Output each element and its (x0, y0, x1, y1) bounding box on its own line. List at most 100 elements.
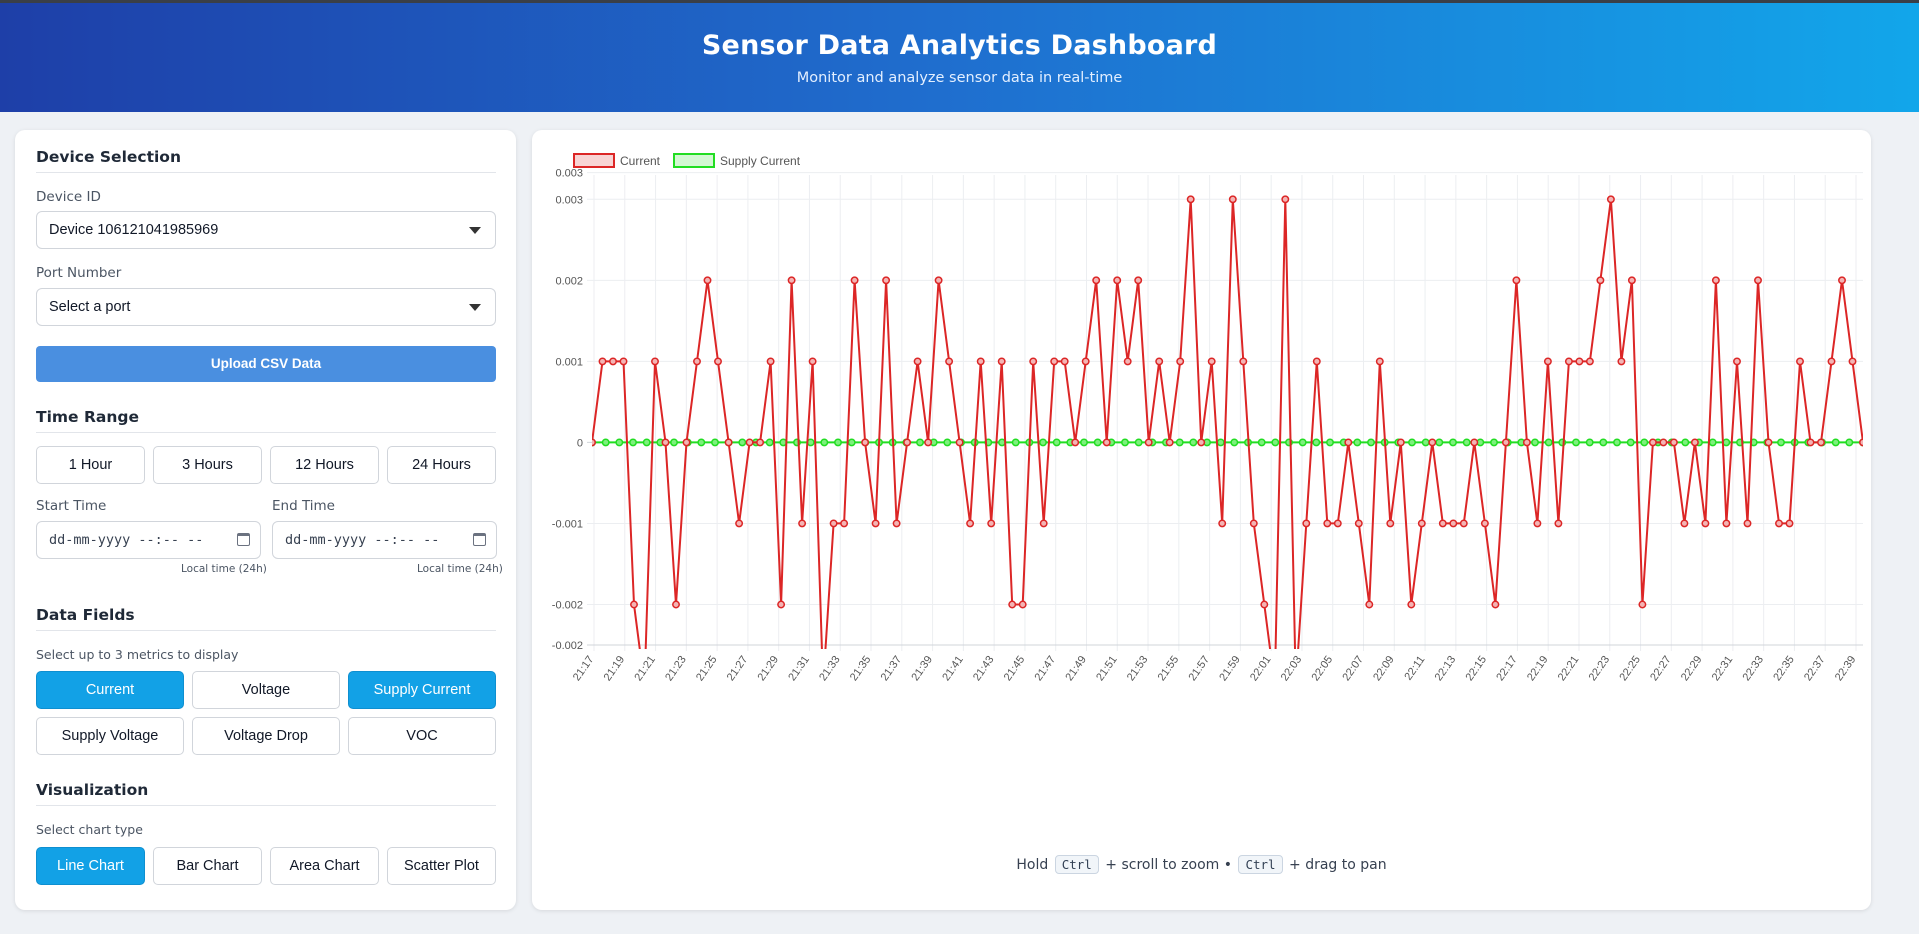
supply-current-point[interactable] (1421, 438, 1430, 447)
supply-current-point[interactable] (1175, 438, 1184, 447)
current-point[interactable] (1533, 519, 1542, 528)
current-point[interactable] (1606, 195, 1615, 204)
supply-current-point[interactable] (1531, 438, 1539, 447)
supply-current-point[interactable] (629, 438, 637, 447)
supply-current-point[interactable] (1080, 438, 1088, 447)
current-point[interactable] (1690, 438, 1699, 447)
current-point[interactable] (1617, 357, 1626, 366)
supply-current-point[interactable] (1708, 438, 1717, 447)
current-point[interactable] (693, 357, 701, 366)
current-point[interactable] (808, 357, 817, 366)
current-point[interactable] (1438, 519, 1447, 528)
supply-current-point[interactable] (1613, 438, 1621, 447)
current-point[interactable] (1827, 357, 1836, 366)
line-chart[interactable]: 0.003 0.003 0.002 0.001 0 -0.001 -0.002 -0.002 2… (532, 130, 1871, 845)
supply-current-point[interactable] (1640, 438, 1649, 447)
supply-current-point[interactable] (1777, 438, 1785, 447)
current-point[interactable] (934, 276, 943, 285)
supply-current-point[interactable] (1845, 438, 1854, 447)
current-point[interactable] (1312, 357, 1321, 366)
supply-current-point[interactable] (697, 438, 706, 447)
current-point[interactable] (1638, 600, 1647, 609)
current-point[interactable] (945, 357, 954, 366)
supply-current-point[interactable] (1052, 438, 1061, 447)
supply-current-point[interactable] (1544, 438, 1553, 447)
current-point[interactable] (966, 519, 975, 528)
current-point[interactable] (1491, 600, 1500, 609)
current-point[interactable] (1449, 519, 1458, 528)
field-current-toggle[interactable]: Current (36, 671, 184, 709)
current-point[interactable] (1775, 519, 1783, 528)
current-point[interactable] (1522, 438, 1531, 447)
current-point[interactable] (1564, 357, 1573, 366)
current-point[interactable] (997, 357, 1006, 366)
chart-type-line-button[interactable]: Line Chart (36, 847, 145, 885)
current-point[interactable] (1754, 276, 1762, 285)
current-point[interactable] (1796, 357, 1804, 366)
supply-current-point[interactable] (1353, 438, 1362, 447)
supply-current-point[interactable] (1435, 438, 1444, 447)
current-point[interactable] (1659, 438, 1668, 447)
current-point[interactable] (1648, 438, 1657, 447)
supply-current-point[interactable] (1490, 438, 1498, 447)
supply-current-point[interactable] (1093, 438, 1102, 447)
current-point[interactable] (745, 438, 754, 447)
current-point[interactable] (1344, 438, 1353, 447)
supply-current-point[interactable] (1722, 438, 1731, 447)
current-point[interactable] (861, 438, 870, 447)
field-voc-toggle[interactable]: VOC (348, 717, 496, 755)
supply-current-point[interactable] (670, 438, 678, 447)
time-range-24h-button[interactable]: 24 Hours (387, 446, 496, 484)
field-supply-current-toggle[interactable]: Supply Current (348, 671, 496, 709)
current-point[interactable] (1669, 438, 1678, 447)
current-point[interactable] (609, 357, 617, 366)
supply-current-point[interactable] (1230, 438, 1239, 447)
current-point[interactable] (1764, 438, 1773, 447)
current-point[interactable] (987, 519, 996, 528)
current-point[interactable] (955, 438, 964, 447)
current-point[interactable] (598, 357, 607, 366)
current-point[interactable] (1711, 276, 1720, 285)
current-point[interactable] (724, 438, 733, 447)
current-point[interactable] (1123, 357, 1132, 366)
current-point[interactable] (619, 357, 628, 366)
supply-current-point[interactable] (642, 438, 651, 447)
supply-current-point[interactable] (1189, 438, 1198, 447)
supply-current-point[interactable] (1408, 438, 1416, 447)
supply-current-point[interactable] (834, 438, 842, 447)
port-number-select[interactable]: Select a port (36, 288, 496, 326)
current-point[interactable] (1081, 357, 1090, 366)
current-point[interactable] (1228, 195, 1237, 204)
current-point[interactable] (1165, 438, 1174, 447)
supply-current-point[interactable] (1326, 438, 1334, 447)
field-voltage-toggle[interactable]: Voltage (192, 671, 340, 709)
supply-current-point[interactable] (601, 438, 610, 447)
supply-current-point[interactable] (943, 438, 952, 447)
current-point[interactable] (777, 600, 786, 609)
supply-current-point[interactable] (1572, 438, 1580, 447)
current-point[interactable] (1680, 519, 1689, 528)
current-point[interactable] (1554, 519, 1563, 528)
current-point[interactable] (661, 438, 670, 447)
supply-current-point[interactable] (1449, 438, 1457, 447)
current-point[interactable] (1365, 600, 1374, 609)
current-point[interactable] (672, 600, 680, 609)
supply-current-point[interactable] (1298, 438, 1307, 447)
current-point[interactable] (630, 600, 638, 609)
current-point[interactable] (1785, 519, 1794, 528)
current-point[interactable] (1848, 357, 1857, 366)
current-point[interactable] (903, 438, 912, 447)
time-range-1h-button[interactable]: 1 Hour (36, 446, 145, 484)
supply-current-point[interactable] (1585, 438, 1594, 447)
current-point[interactable] (1417, 519, 1426, 528)
current-point[interactable] (1239, 357, 1248, 366)
chart-type-area-button[interactable]: Area Chart (270, 847, 379, 885)
current-point[interactable] (1501, 438, 1510, 447)
current-point[interactable] (1817, 438, 1825, 447)
supply-current-point[interactable] (916, 438, 924, 447)
field-supply-voltage-toggle[interactable]: Supply Voltage (36, 717, 184, 755)
end-time-input[interactable]: dd-mm-yyyy --:-- -- (272, 521, 497, 559)
current-point[interactable] (1155, 357, 1164, 366)
current-point[interactable] (882, 276, 891, 285)
time-range-3h-button[interactable]: 3 Hours (153, 446, 262, 484)
